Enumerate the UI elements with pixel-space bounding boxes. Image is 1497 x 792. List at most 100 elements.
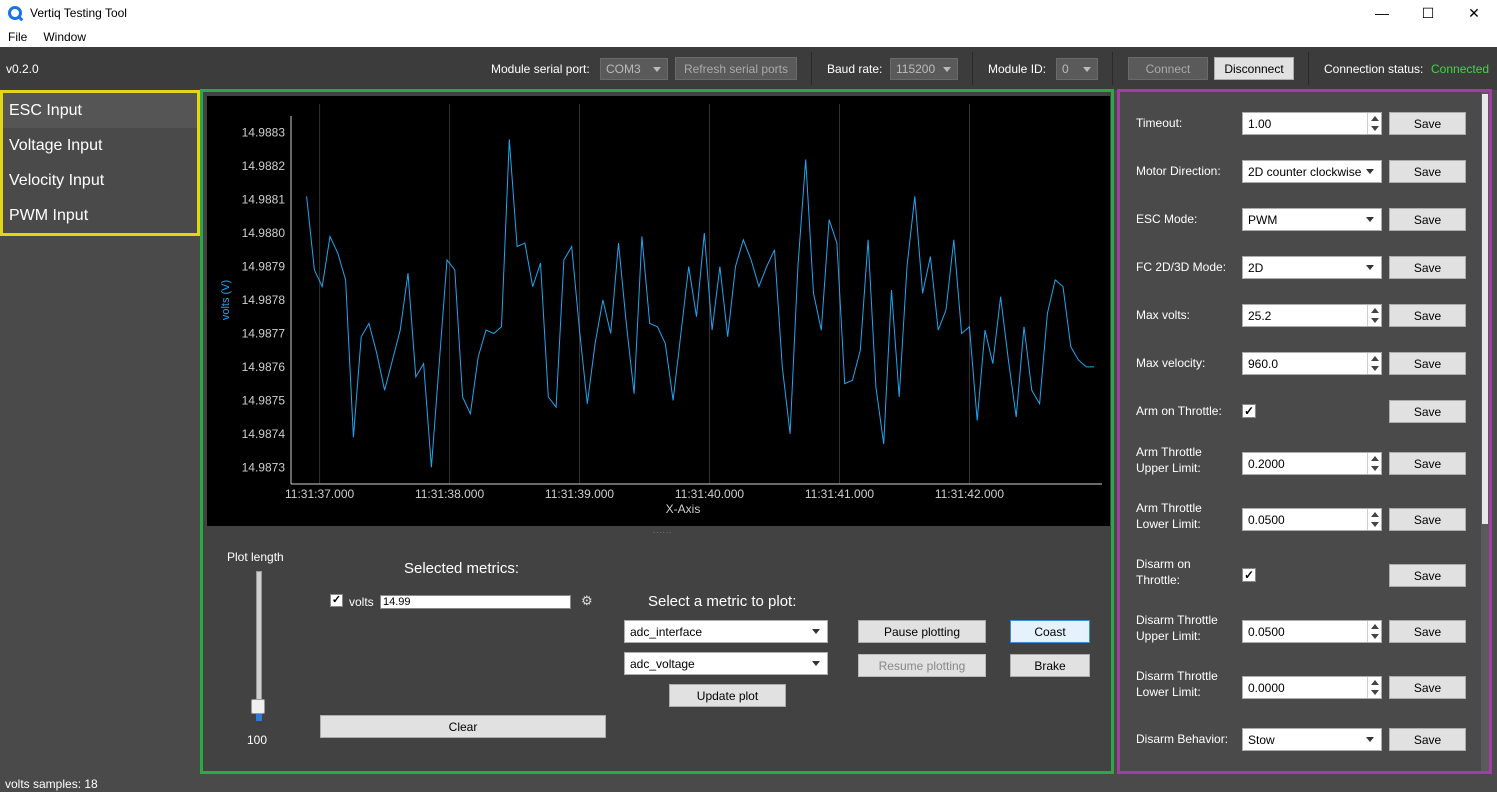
window-title: Vertiq Testing Tool	[30, 6, 127, 20]
volts-metric-value: 14.99	[380, 595, 571, 609]
setting-spinbox[interactable]: 960.0	[1242, 352, 1382, 375]
save-button[interactable]: Save	[1389, 256, 1466, 279]
y-tick-label: 14.9875	[242, 393, 286, 407]
chevron-down-icon	[1366, 169, 1374, 174]
save-button[interactable]: Save	[1389, 304, 1466, 327]
pause-plotting-button[interactable]: Pause plotting	[858, 620, 986, 643]
save-button[interactable]: Save	[1389, 160, 1466, 183]
y-tick-label: 14.9874	[242, 427, 286, 441]
spin-arrows-icon[interactable]	[1367, 305, 1381, 326]
menu-file[interactable]: File	[8, 29, 28, 44]
setting-label-line: Upper Limit:	[1136, 461, 1201, 475]
save-button[interactable]: Save	[1389, 620, 1466, 643]
vertiq-logo-icon	[8, 6, 22, 20]
y-tick-label: 14.9879	[242, 260, 286, 274]
chevron-down-icon	[1083, 67, 1091, 72]
setting-spinbox[interactable]: 0.2000	[1242, 452, 1382, 475]
sidebar-item-voltage-input[interactable]: Voltage Input	[9, 136, 103, 154]
spin-arrows-icon[interactable]	[1367, 621, 1381, 642]
gear-icon[interactable]: ⚙	[581, 593, 593, 608]
spin-arrows-icon[interactable]	[1367, 677, 1381, 698]
setting-label: Arm on Throttle:	[1136, 403, 1222, 419]
save-button[interactable]: Save	[1389, 728, 1466, 751]
setting-label-line: Disarm on	[1136, 557, 1191, 571]
spin-arrows-icon[interactable]	[1367, 509, 1381, 530]
setting-spinbox[interactable]: 1.00	[1242, 112, 1382, 135]
sidebar-item-esc-input[interactable]: ESC Input	[3, 93, 197, 128]
spin-arrows-icon[interactable]	[1367, 453, 1381, 474]
setting-label: Max velocity:	[1136, 355, 1205, 371]
metric-select[interactable]: adc_voltage	[624, 652, 828, 675]
setting-label: ESC Mode:	[1136, 211, 1197, 227]
setting-label-line: Max velocity:	[1136, 356, 1206, 370]
setting-value: Stow	[1248, 732, 1275, 747]
save-button[interactable]: Save	[1389, 400, 1466, 423]
settings-scrollbar[interactable]	[1481, 92, 1489, 771]
serial-port-select[interactable]: COM3	[600, 58, 668, 80]
save-button[interactable]: Save	[1389, 352, 1466, 375]
setting-value: 2D	[1248, 260, 1264, 275]
disconnect-button[interactable]: Disconnect	[1214, 57, 1294, 80]
setting-combo[interactable]: Stow	[1242, 728, 1382, 751]
save-button[interactable]: Save	[1389, 676, 1466, 699]
setting-checkbox[interactable]: ✓	[1242, 404, 1256, 418]
setting-label-line: FC 2D/3D Mode:	[1136, 260, 1227, 274]
splitter-handle[interactable]: ......	[653, 526, 673, 535]
setting-combo[interactable]: PWM	[1242, 208, 1382, 231]
plot-length-slider-handle[interactable]	[251, 699, 265, 715]
save-button[interactable]: Save	[1389, 112, 1466, 135]
baud-rate-select[interactable]: 115200	[890, 58, 958, 80]
save-button[interactable]: Save	[1389, 564, 1466, 587]
setting-value: 960.0	[1248, 356, 1279, 371]
chevron-down-icon	[943, 67, 951, 72]
interface-select[interactable]: adc_interface	[624, 620, 828, 643]
module-id-select[interactable]: 0	[1056, 58, 1098, 80]
setting-label-line: Lower Limit:	[1136, 517, 1201, 531]
resume-plotting-button[interactable]: Resume plotting	[858, 654, 986, 677]
selected-metrics-title: Selected metrics:	[404, 560, 520, 577]
setting-label-line: Disarm Behavior:	[1136, 732, 1229, 746]
setting-value: 0.0000	[1248, 680, 1285, 695]
setting-label-line: Timeout:	[1136, 116, 1183, 130]
serial-port-value: COM3	[606, 62, 641, 76]
setting-combo[interactable]: 2D counter clockwise	[1242, 160, 1382, 183]
y-tick-label: 14.9881	[242, 193, 286, 207]
metric-select-value: adc_voltage	[630, 656, 695, 671]
brake-button[interactable]: Brake	[1010, 654, 1090, 677]
plot-panel: 14.9883 14.9882 14.9881 14.9880 14.9879 14.98…	[200, 89, 1114, 774]
menu-window[interactable]: Window	[43, 29, 87, 44]
volts-metric-checkbox[interactable]: ✓	[330, 594, 343, 607]
plot-area[interactable]: 14.9883 14.9882 14.9881 14.9880 14.9879 14.98…	[207, 96, 1110, 526]
clear-button[interactable]: Clear	[320, 715, 606, 738]
spin-arrows-icon[interactable]	[1367, 353, 1381, 374]
settings-scrollbar-thumb[interactable]	[1482, 94, 1488, 524]
sidebar-item-pwm-input[interactable]: PWM Input	[9, 206, 89, 224]
refresh-serial-ports-button[interactable]: Refresh serial ports	[675, 57, 797, 80]
connect-button[interactable]: Connect	[1128, 57, 1208, 80]
setting-spinbox[interactable]: 0.0500	[1242, 508, 1382, 531]
spin-arrows-icon[interactable]	[1367, 113, 1381, 134]
setting-label-line: Disarm Throttle	[1136, 613, 1218, 627]
serial-port-label: Module serial port:	[491, 61, 590, 76]
setting-spinbox[interactable]: 0.0500	[1242, 620, 1382, 643]
save-button[interactable]: Save	[1389, 452, 1466, 475]
save-button[interactable]: Save	[1389, 208, 1466, 231]
x-axis-label: X-Axis	[666, 502, 701, 516]
title-bar: Vertiq Testing Tool — ☐ ✕	[0, 0, 1497, 26]
update-plot-button[interactable]: Update plot	[669, 684, 786, 707]
sidebar-item-velocity-input[interactable]: Velocity Input	[9, 171, 105, 189]
x-tick-label: 11:31:41.000	[805, 487, 875, 501]
x-tick-label: 11:31:42.000	[935, 487, 1005, 501]
setting-checkbox[interactable]: ✓	[1242, 568, 1256, 582]
maximize-button[interactable]: ☐	[1421, 4, 1435, 21]
coast-button[interactable]: Coast	[1010, 620, 1090, 643]
save-button[interactable]: Save	[1389, 508, 1466, 531]
setting-spinbox[interactable]: 0.0000	[1242, 676, 1382, 699]
setting-value: 0.0500	[1248, 624, 1285, 639]
input-type-sidebar: ESC Input Voltage Input Velocity Input P…	[0, 90, 200, 236]
setting-spinbox[interactable]: 25.2	[1242, 304, 1382, 327]
setting-combo[interactable]: 2D	[1242, 256, 1382, 279]
minimize-button[interactable]: —	[1375, 5, 1389, 21]
setting-value: 0.2000	[1248, 456, 1285, 471]
close-button[interactable]: ✕	[1468, 4, 1480, 21]
